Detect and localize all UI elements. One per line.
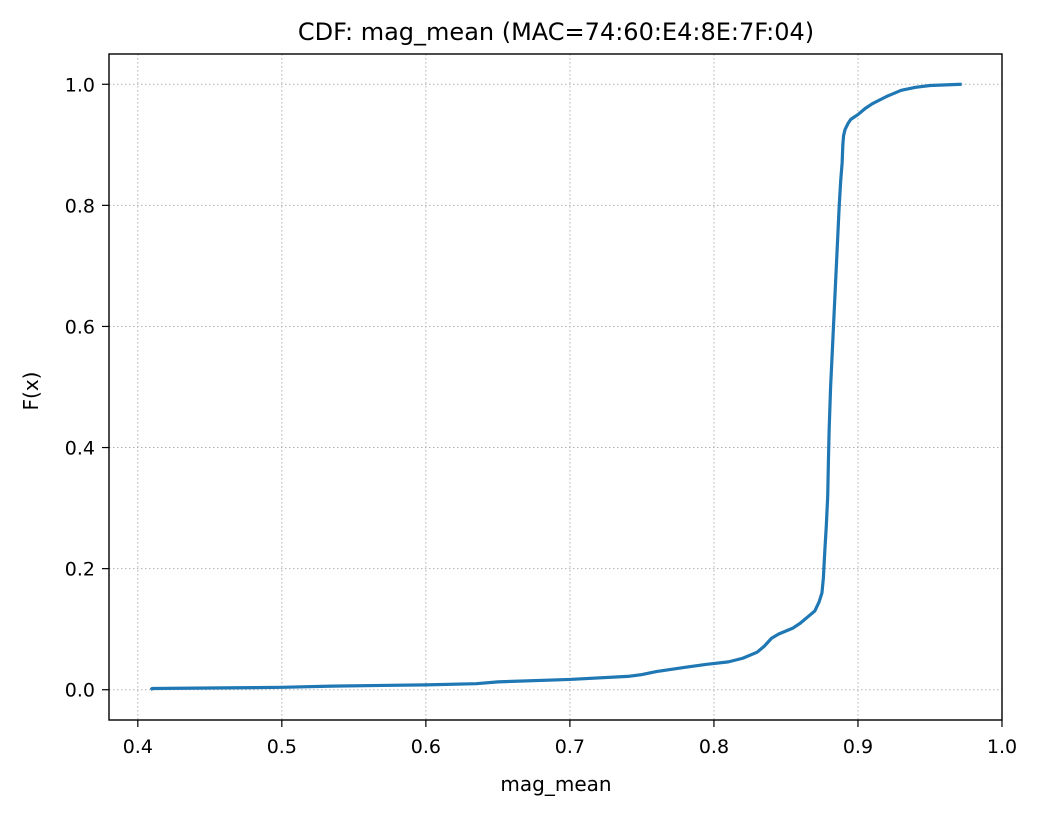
plot-frame — [108, 53, 1003, 721]
y-tick-label: 0.2 — [65, 559, 95, 581]
x-axis-label: mag_mean — [500, 772, 611, 796]
tick-layer: 0.4 0.5 0.6 0.7 0.8 0.9 1.0 0.0 0.2 0.4 0.6 0.8 1.0 — [65, 74, 1017, 758]
x-tick-label: 0.9 — [843, 736, 873, 758]
x-tick-label: 0.6 — [411, 736, 441, 758]
y-tick-label: 1.0 — [65, 74, 95, 96]
x-tick-label: 0.4 — [123, 736, 153, 758]
x-tick-label: 0.8 — [699, 736, 729, 758]
x-tick-label: 1.0 — [987, 736, 1017, 758]
x-tick-label: 0.5 — [267, 736, 297, 758]
y-tick-label: 0.0 — [65, 680, 95, 702]
chart-title: CDF: mag_mean (MAC=74:60:E4:8E:7F:04) — [298, 18, 814, 46]
y-tick-label: 0.4 — [65, 438, 95, 460]
y-tick-label: 0.8 — [65, 195, 95, 217]
cdf-series-line — [149, 82, 962, 691]
line-layer — [149, 82, 962, 691]
x-tick-label: 0.7 — [555, 736, 585, 758]
y-tick-label: 0.6 — [65, 316, 95, 338]
y-axis-label: F(x) — [19, 372, 43, 411]
